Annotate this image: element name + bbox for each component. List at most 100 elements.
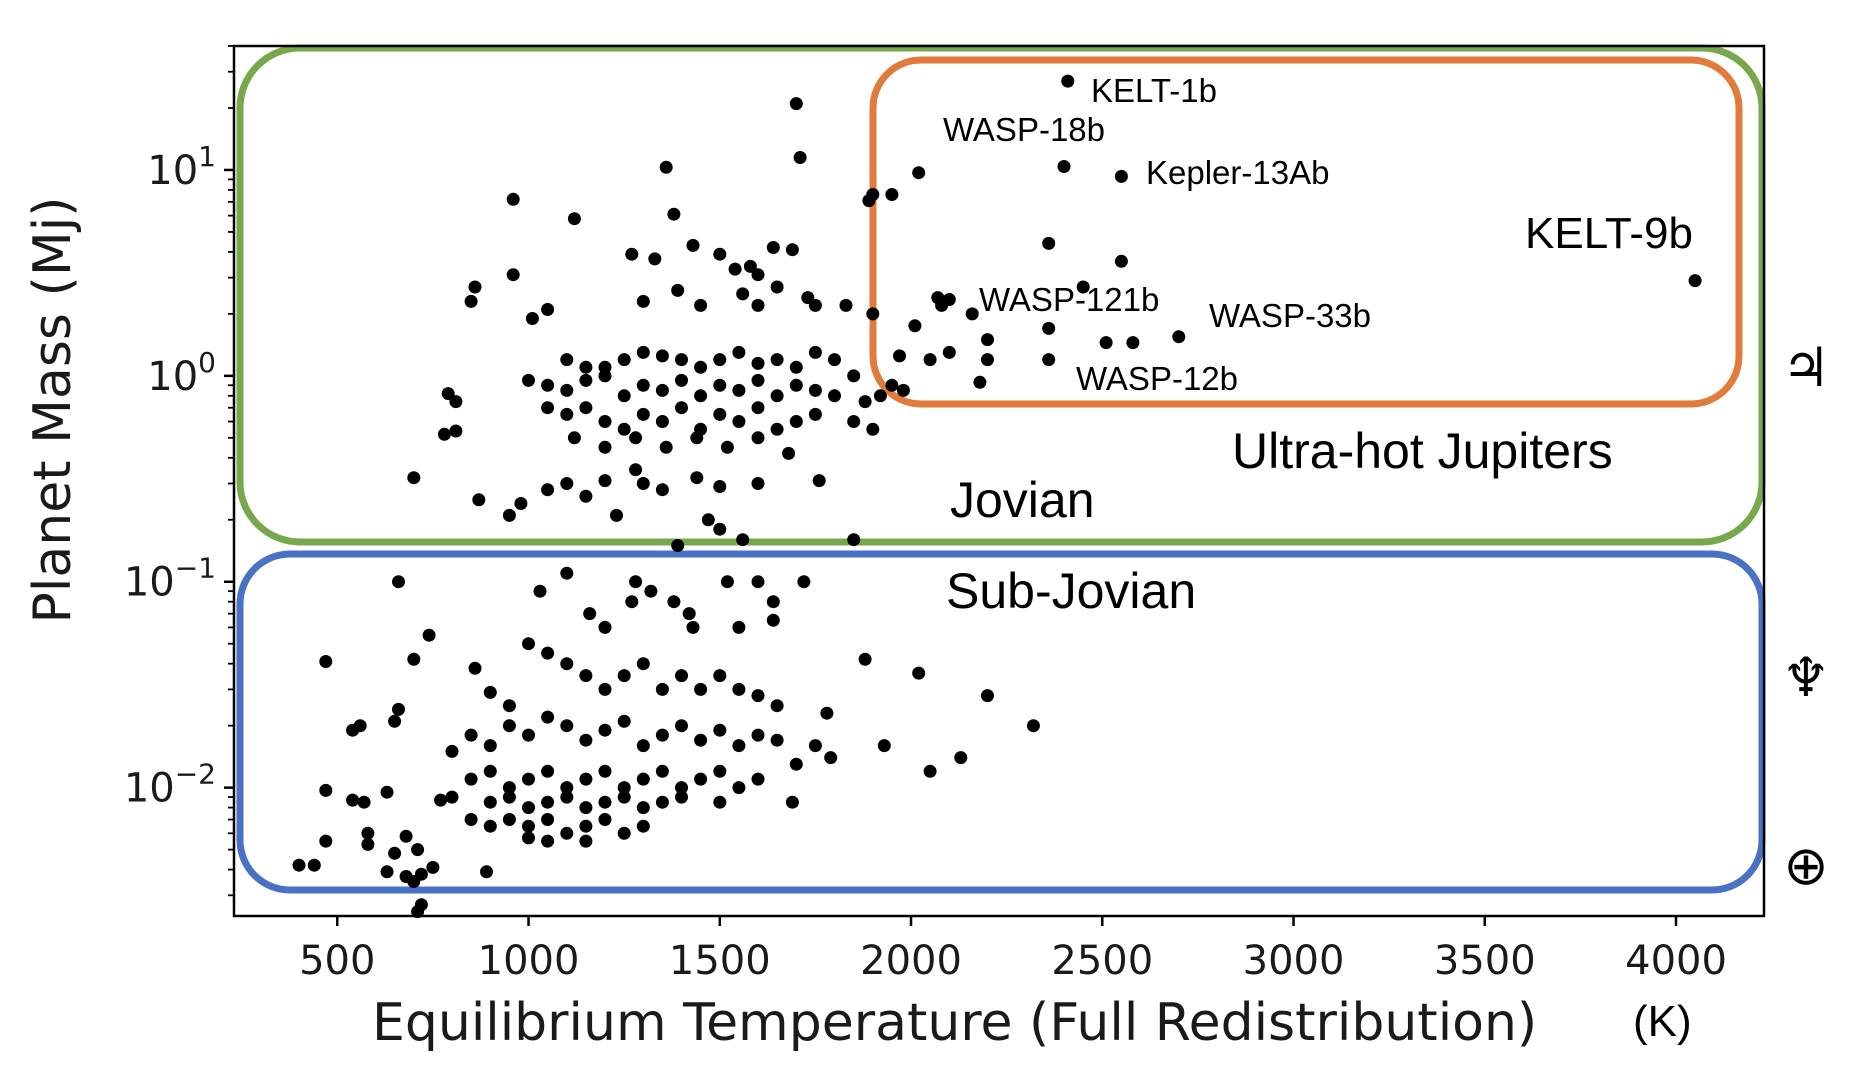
region-box-jovian [236, 44, 1766, 546]
data-point-143 [671, 539, 685, 552]
data-point-268 [380, 865, 394, 879]
region-labels: Ultra-hot Jupiters Jovian Sub-Jovian [946, 423, 1613, 619]
data-point-263 [361, 837, 375, 851]
data-point-100 [655, 415, 669, 428]
x-tick-label-1000: 1000 [478, 938, 580, 984]
data-point-178 [655, 682, 669, 696]
data-point-227 [824, 751, 838, 765]
data-point-248 [522, 819, 535, 833]
data-point-223 [713, 764, 727, 778]
annotation-wasp-33b: WASP-33b [1209, 297, 1371, 334]
data-point-86 [732, 383, 746, 397]
y-tick-label-1: 10−1 [124, 552, 216, 606]
data-point-217 [598, 764, 612, 778]
data-point-59 [560, 353, 574, 367]
data-point-130 [598, 474, 612, 488]
data-point-259 [346, 793, 360, 807]
data-point-203 [694, 733, 708, 747]
data-point-36 [751, 298, 765, 312]
data-point-196 [560, 719, 574, 733]
data-point-137 [812, 474, 826, 488]
data-point-185 [858, 652, 872, 666]
data-point-275 [480, 865, 493, 879]
data-point-194 [522, 728, 535, 742]
data-point-53 [942, 345, 956, 359]
data-point-20 [728, 262, 742, 276]
data-point-163 [422, 628, 436, 642]
data-point-148 [644, 584, 658, 598]
data-point-52 [981, 353, 994, 367]
data-point-159 [732, 620, 746, 634]
data-point-68 [732, 345, 746, 359]
y-tick-label-0: 10−2 [124, 758, 216, 812]
data-point-60 [579, 360, 593, 374]
data-point-126 [514, 497, 528, 510]
data-point-224 [732, 781, 746, 795]
data-point-65 [675, 353, 688, 367]
data-point-118 [782, 446, 796, 460]
data-point-72 [808, 345, 822, 359]
data-point-127 [541, 483, 555, 497]
data-points [292, 74, 1702, 919]
y-tick-label-2: 100 [147, 346, 216, 400]
data-point-193 [502, 719, 516, 733]
data-point-241 [713, 795, 727, 809]
data-point-188 [1026, 719, 1040, 733]
data-point-198 [598, 723, 612, 737]
data-point-108 [808, 407, 822, 421]
data-point-242 [785, 795, 799, 809]
data-point-147 [629, 575, 643, 589]
data-point-246 [483, 819, 497, 833]
data-point-220 [655, 764, 669, 778]
data-point-213 [522, 772, 535, 786]
data-point-201 [655, 728, 669, 742]
data-point-0 [1061, 74, 1075, 88]
y-axis-title: Planet Mass (Mj) [23, 197, 83, 624]
plot-frame [232, 44, 1766, 918]
data-point-190 [445, 744, 459, 758]
data-point-214 [541, 764, 555, 778]
data-point-152 [766, 595, 780, 609]
data-point-161 [319, 655, 333, 668]
data-point-70 [770, 353, 784, 367]
regions [236, 44, 1766, 894]
data-point-222 [694, 772, 708, 786]
earth-symbol: ⊕ [1783, 834, 1828, 897]
data-point-171 [522, 637, 535, 651]
data-point-73 [828, 353, 841, 367]
data-point-142 [847, 533, 861, 547]
data-point-228 [923, 764, 937, 778]
data-point-43 [965, 307, 979, 321]
data-point-174 [579, 669, 593, 683]
data-point-125 [502, 508, 516, 522]
data-point-244 [434, 793, 448, 807]
data-point-133 [655, 483, 669, 497]
data-point-94 [541, 401, 555, 415]
data-point-245 [464, 813, 478, 826]
annotation-kelt-1b: KELT-1b [1091, 72, 1217, 109]
annotations: KELT-1b WASP-18b Kepler-13Ab KELT-9b WAS… [943, 72, 1693, 397]
data-point-55 [908, 319, 922, 333]
data-point-157 [682, 607, 696, 621]
data-point-235 [579, 801, 593, 815]
data-point-202 [675, 719, 688, 733]
data-point-117 [751, 431, 765, 445]
data-point-91 [828, 389, 841, 403]
data-point-9 [506, 192, 520, 206]
data-point-191 [464, 728, 478, 742]
data-point-40 [866, 307, 880, 321]
data-point-229 [954, 751, 968, 765]
data-point-3 [1057, 160, 1071, 173]
data-point-34 [694, 298, 708, 312]
data-point-162 [407, 652, 421, 666]
data-point-104 [732, 415, 746, 428]
x-tick-label-2000: 2000 [860, 938, 962, 984]
data-point-252 [598, 813, 612, 826]
data-point-266 [411, 843, 425, 857]
data-point-15 [1688, 274, 1702, 288]
axes [232, 44, 1766, 918]
data-point-200 [636, 739, 650, 753]
data-point-238 [636, 801, 650, 815]
data-point-175 [598, 682, 612, 696]
data-point-46 [1172, 330, 1186, 344]
